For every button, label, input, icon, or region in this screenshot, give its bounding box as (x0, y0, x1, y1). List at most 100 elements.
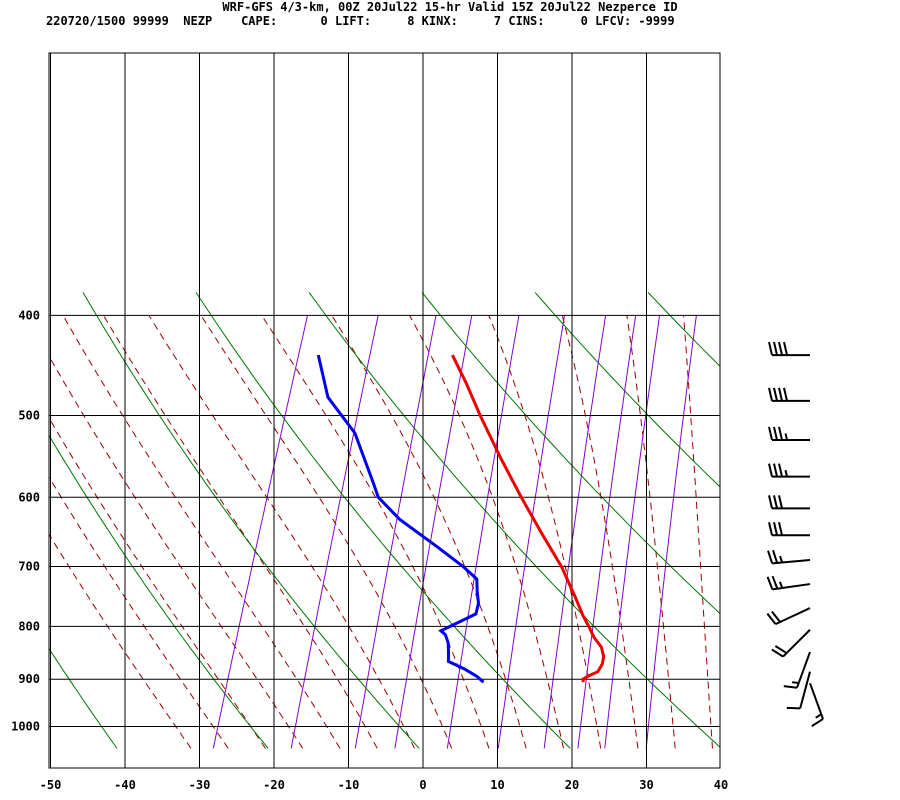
mixing-ratio-line (645, 315, 697, 749)
wind-barb-flag (773, 522, 778, 536)
dry-adiabat (421, 292, 720, 615)
mixing-ratio-line (604, 315, 660, 749)
wind-barb-flag (771, 575, 779, 590)
wind-barb (768, 341, 810, 357)
wind-barb-half-flag (784, 469, 788, 477)
dry-adiabat (534, 292, 720, 488)
wind-barb-half-flag (779, 555, 784, 563)
pressure-tick-label: 700 (18, 559, 40, 573)
wind-barb-shaft (772, 559, 811, 565)
wind-barb-flag (778, 341, 783, 356)
wind-barb-flag (773, 495, 778, 509)
wind-barb-flag (768, 495, 773, 509)
mixing-ratio-line (394, 315, 473, 749)
pressure-tick-label: 1000 (11, 720, 40, 734)
moist-adiabat (103, 315, 378, 749)
mixing-ratio-line (543, 315, 607, 749)
mixing-ratio-line (577, 315, 637, 749)
wind-barb-flag (778, 463, 783, 477)
temperature-axis: -50 -40 -30 -20 -10 0 10 20 30 40 (40, 778, 729, 792)
wind-barb-flag (778, 426, 783, 441)
wind-barb-shaft (775, 607, 811, 626)
pressure-tick-label: 400 (18, 308, 40, 322)
wind-barb-flag (768, 522, 773, 536)
dewpoint-profile (316, 354, 485, 684)
wind-barb-flag (768, 387, 773, 402)
wind-barb-flag (768, 341, 773, 356)
wind-barb-shaft (799, 671, 811, 709)
wind-barb-shaft (782, 629, 811, 658)
wind-barb (766, 575, 811, 591)
pressure-axis: 400 500 600 700 800 900 1000 (11, 308, 40, 733)
wind-barb (766, 607, 811, 626)
plot-frame (48, 52, 721, 769)
dry-adiabats (49, 292, 900, 749)
wind-barb-flag (778, 387, 783, 402)
pressure-tick-label: 600 (18, 490, 40, 504)
moist-adiabat (200, 315, 453, 749)
temperature-tick-label: -40 (114, 778, 136, 792)
temperature-tick-label: 0 (419, 778, 426, 792)
wind-barb-flag (772, 549, 779, 564)
wind-barbs (766, 341, 824, 728)
dry-adiabat (761, 292, 900, 748)
moist-adiabat (331, 315, 527, 749)
wind-barb-shaft (809, 682, 824, 720)
wind-barb-flag (771, 648, 784, 658)
wind-barb-half-flag (815, 713, 822, 719)
wind-barb-half-flag (791, 681, 799, 684)
mixing-ratio-line (354, 315, 437, 749)
wind-barb-flag (783, 387, 788, 402)
wind-barb-flag (783, 685, 798, 689)
wind-barb (809, 682, 824, 728)
wind-barb-half-flag (784, 433, 788, 441)
moist-adiabat (148, 315, 415, 749)
dry-adiabat (308, 292, 720, 748)
wind-barb (768, 426, 810, 441)
wind-barb-flag (768, 426, 773, 441)
moist-adiabat (488, 315, 602, 749)
wind-barb-shaft (796, 651, 811, 689)
temperature-tick-label: -30 (189, 778, 211, 792)
chart-subtitle: 220720/1500 99999 NEZP CAPE: 0 LIFT: 8 K… (46, 14, 675, 28)
temperature-tick-label: 30 (639, 778, 653, 792)
pressure-tick-label: 900 (18, 672, 40, 686)
dry-adiabat (49, 647, 118, 749)
temperature-tick-label: 20 (565, 778, 579, 792)
pressure-tick-label: 800 (18, 619, 40, 633)
wind-barb-flag (774, 645, 788, 654)
wind-barb (768, 387, 810, 402)
moist-adiabat (261, 315, 490, 749)
wind-barb (771, 629, 811, 658)
pressure-tick-label: 500 (18, 409, 40, 423)
wind-barb-flag (778, 522, 783, 536)
wind-barb (768, 495, 810, 510)
moist-adiabat (626, 315, 676, 749)
moist-adiabat (62, 315, 341, 749)
temperature-tick-label: -50 (40, 778, 62, 792)
temperature-tick-label: -10 (338, 778, 360, 792)
wind-barb (786, 671, 811, 710)
temperature-tick-label: 10 (490, 778, 504, 792)
dry-adiabat (195, 292, 571, 749)
dry-adiabat (49, 434, 269, 749)
moist-adiabat (49, 355, 304, 749)
dry-adiabat (874, 292, 900, 748)
mixing-ratio-line (497, 315, 565, 749)
wind-barb (783, 651, 811, 689)
wind-barb-flag (773, 463, 778, 477)
mixing-ratio-line (212, 315, 308, 749)
wind-barb-flag (778, 495, 783, 509)
wind-barb-flag (766, 612, 777, 625)
wind-barb-flag (811, 718, 824, 728)
wind-barb-flag (766, 576, 774, 590)
wind-barb-half-flag (778, 581, 784, 589)
wind-barb-flag (771, 610, 781, 623)
wind-barb-flag (773, 341, 778, 356)
moist-adiabat (561, 315, 639, 749)
dry-adiabat (647, 292, 720, 367)
wind-barb-shaft (772, 583, 811, 591)
moist-adiabat (49, 416, 266, 749)
mixing-ratio-line (446, 315, 520, 749)
